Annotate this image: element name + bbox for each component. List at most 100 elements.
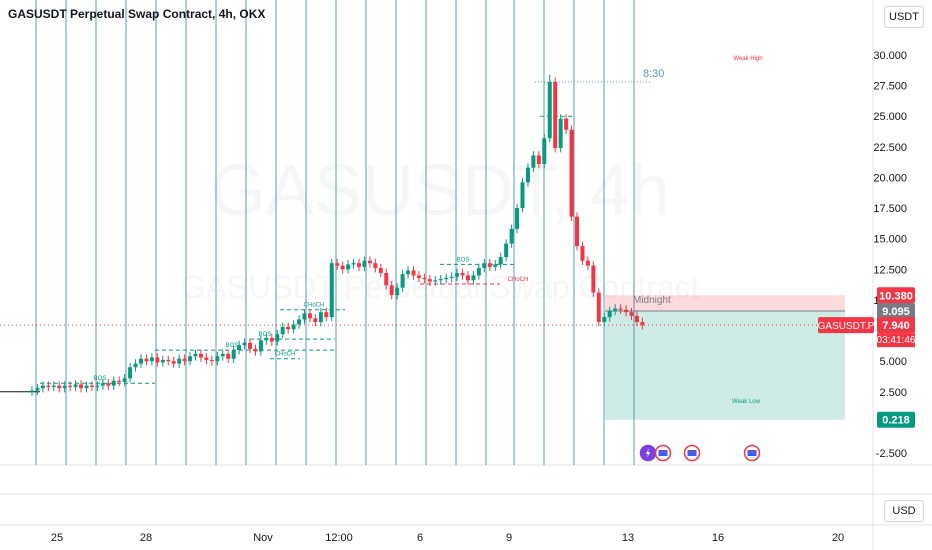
time-tick-label: 9: [506, 532, 512, 544]
candle-up: [509, 228, 514, 244]
candle-down: [335, 263, 340, 266]
candle-up: [35, 388, 40, 391]
candle-up: [122, 378, 127, 382]
candle-up: [84, 385, 89, 389]
candle-up: [362, 260, 367, 267]
countdown-label: 03:41:46: [877, 335, 916, 346]
candle-down: [378, 268, 383, 273]
price-tick-label: 27.500: [873, 81, 907, 93]
candle-down: [427, 279, 432, 282]
price-tag: [877, 317, 915, 334]
candle-up: [531, 155, 536, 168]
candle-down: [46, 385, 51, 387]
candle-down: [536, 155, 541, 164]
candle-up: [73, 384, 78, 387]
candle-up: [449, 276, 454, 278]
candle-down: [171, 361, 176, 364]
candle-up: [329, 263, 334, 318]
flag-icon-detail: [658, 450, 668, 456]
candle-down: [313, 318, 318, 322]
symbol-tag-label: GASUSDT.P: [818, 321, 875, 332]
candle-down: [569, 129, 574, 217]
candle-up: [302, 313, 307, 320]
time-tick-label: 20: [832, 532, 844, 544]
candle-up: [95, 385, 100, 387]
currency-unit-button[interactable]: USDT: [884, 6, 924, 28]
candle-up: [602, 317, 607, 322]
candle-up: [275, 334, 280, 342]
flag-icon-detail: [747, 450, 757, 456]
candle-down: [340, 265, 345, 270]
candle-up: [547, 81, 552, 139]
candle-down: [564, 118, 569, 130]
price-tick-label: 5.000: [879, 356, 907, 368]
currency-unit-button-bottom[interactable]: USD: [884, 500, 924, 522]
candle-up: [515, 208, 520, 229]
candle-up: [297, 319, 302, 325]
choch-label: CHoCH: [275, 352, 296, 358]
candle-down: [585, 260, 590, 266]
candle-down: [307, 313, 312, 319]
candle-up: [133, 363, 138, 368]
candle-down: [117, 380, 122, 382]
weak-low-label: Weak Low: [732, 399, 761, 405]
candle-down: [324, 312, 329, 318]
candle-down: [286, 326, 291, 330]
candle-down: [357, 263, 361, 267]
candle-up: [504, 243, 509, 258]
choch-label: CHoCH: [508, 277, 529, 283]
bos-label: BOS: [457, 257, 470, 263]
candle-down: [580, 246, 585, 261]
candle-up: [471, 275, 476, 281]
candle-up: [400, 274, 405, 288]
candle-down: [204, 357, 209, 360]
bos-label: BOS: [94, 376, 107, 382]
candle-down: [634, 315, 639, 322]
candle-down: [155, 357, 160, 363]
price-tag-label: 10.380: [879, 290, 913, 302]
candle-up: [558, 118, 563, 149]
candle-up: [264, 337, 269, 341]
candle-down: [460, 272, 465, 276]
time-tick-label: Nov: [253, 532, 273, 544]
candle-down: [416, 275, 421, 278]
candle-up: [438, 279, 443, 281]
choch-label: CHoCH: [304, 303, 325, 309]
candle-down: [166, 359, 171, 362]
candle-up: [111, 380, 116, 386]
flag-icon-detail: [687, 450, 697, 456]
candle-up: [291, 324, 296, 330]
candle-up: [613, 308, 618, 311]
price-tick-label: 22.500: [873, 142, 907, 154]
time-830-label: 8:30: [643, 68, 664, 80]
candle-up: [482, 263, 487, 269]
price-tick-label: 12.500: [873, 264, 907, 276]
candle-down: [487, 263, 492, 267]
candle-up: [520, 182, 525, 209]
price-tag: [877, 411, 915, 428]
candle-up: [476, 268, 481, 276]
candle-down: [422, 277, 427, 280]
candle-up: [215, 356, 220, 362]
candle-down: [198, 353, 203, 358]
candle-up: [62, 385, 67, 389]
take-profit-zone: [605, 311, 845, 420]
watermark-description: GASUSDT Perpetual Swap Contract: [181, 269, 700, 305]
time-tick-label: 28: [140, 532, 152, 544]
candle-up: [525, 167, 530, 183]
candle-up: [444, 277, 449, 280]
candle-down: [411, 270, 416, 276]
candle-up: [395, 287, 400, 296]
countdown-tag: [877, 333, 915, 348]
time-tick-label: 25: [51, 532, 63, 544]
candle-up: [139, 358, 143, 364]
midnight-label: Midnight: [633, 295, 671, 306]
time-tick-label: 12:00: [325, 532, 353, 544]
candle-up: [351, 263, 356, 265]
candle-up: [455, 272, 460, 277]
candle-up: [318, 312, 323, 322]
price-tick-label: -2.500: [876, 448, 907, 460]
price-tick-label: 17.500: [873, 203, 907, 215]
candle-up: [128, 367, 133, 379]
